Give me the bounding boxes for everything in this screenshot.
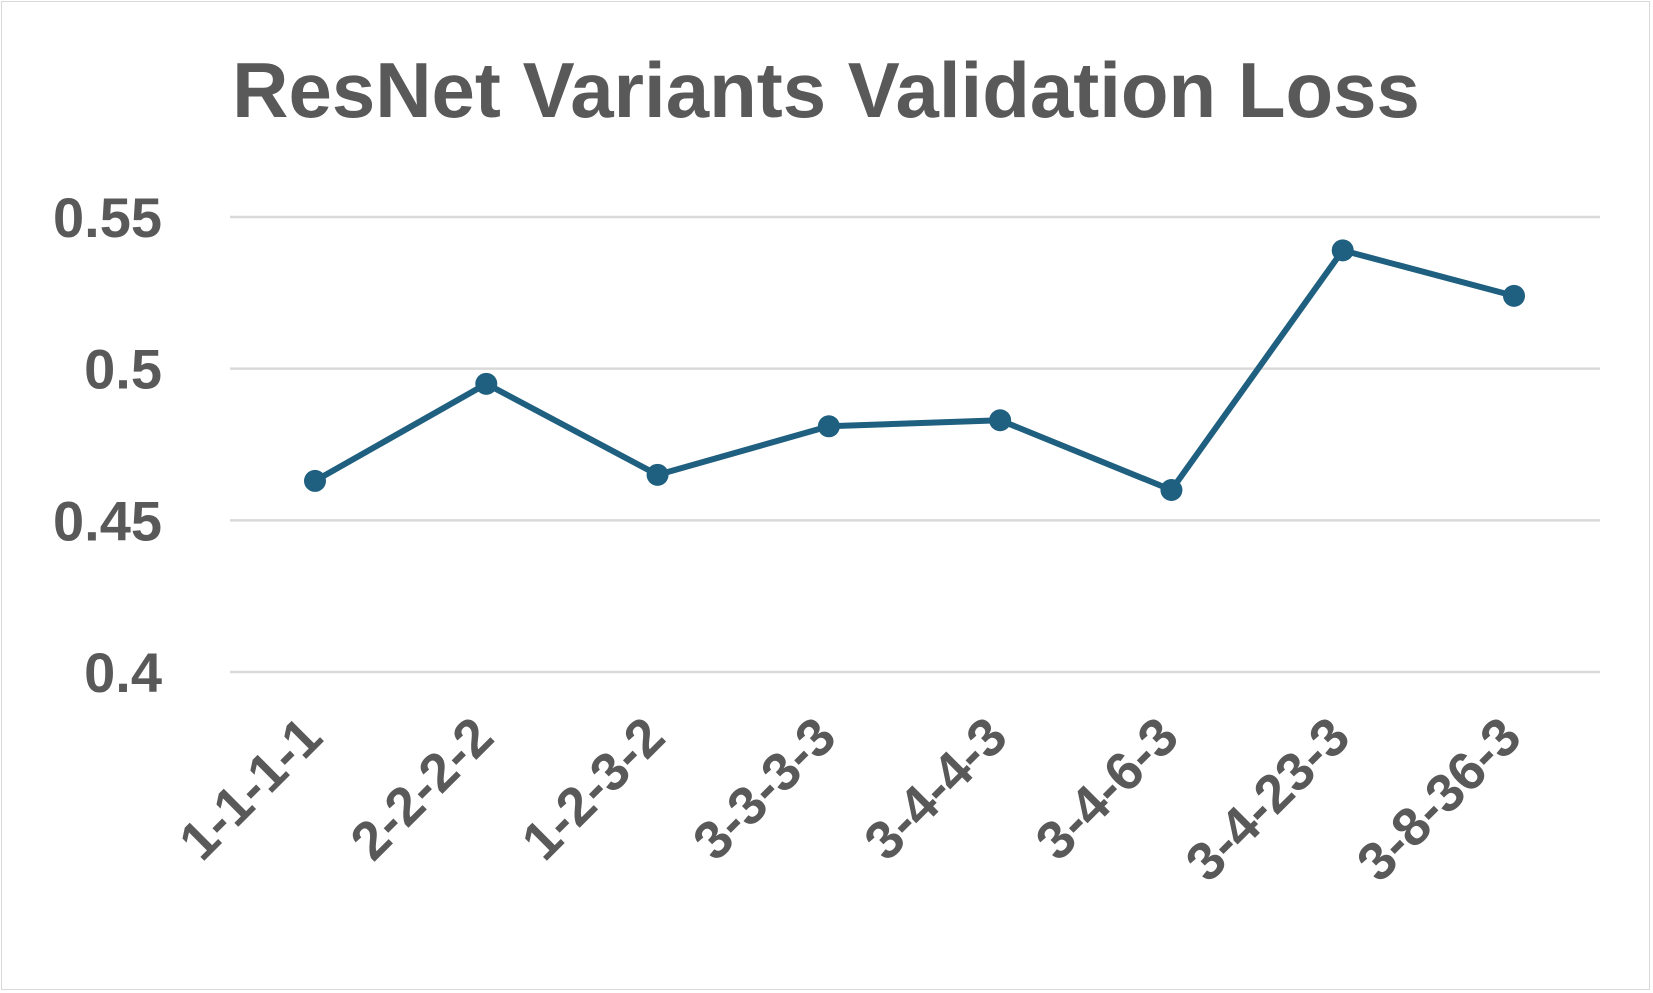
data-point <box>304 469 326 492</box>
x-tick-label: 1-2-3-2 <box>511 706 677 872</box>
x-tick-label: 3-3-3-3 <box>682 706 848 872</box>
x-tick-label: 2-2-2-2 <box>339 706 505 872</box>
y-tick-label: 0.45 <box>53 489 162 552</box>
gridlines <box>230 215 1600 674</box>
y-tick-label: 0.55 <box>53 186 162 249</box>
data-point <box>475 372 498 395</box>
data-point <box>989 409 1012 432</box>
x-tick-label: 1-1-1-1 <box>168 706 334 872</box>
series-line <box>312 247 1517 493</box>
y-tick-label: 0.4 <box>84 641 162 704</box>
data-point <box>646 463 669 486</box>
data-point <box>817 415 840 438</box>
series-layer <box>304 239 1525 501</box>
data-point <box>1503 284 1525 307</box>
x-tick-label: 3-4-6-3 <box>1024 706 1190 872</box>
data-point <box>1331 239 1354 262</box>
x-axis-ticks: 1-1-1-1 2-2-2-2 1-2-3-2 3-3-3-3 3-4-4-3 3-4-6… <box>168 706 1533 893</box>
y-tick-label: 0.5 <box>84 338 162 401</box>
x-tick-label: 3-4-4-3 <box>853 706 1019 872</box>
chart-title: ResNet Variants Validation Loss <box>232 46 1420 134</box>
data-point <box>1160 479 1183 501</box>
x-tick-label: 3-8-36-3 <box>1346 706 1533 893</box>
y-axis-ticks: 0.4 0.45 0.5 0.55 <box>53 186 162 704</box>
x-tick-label: 3-4-23-3 <box>1174 706 1361 893</box>
